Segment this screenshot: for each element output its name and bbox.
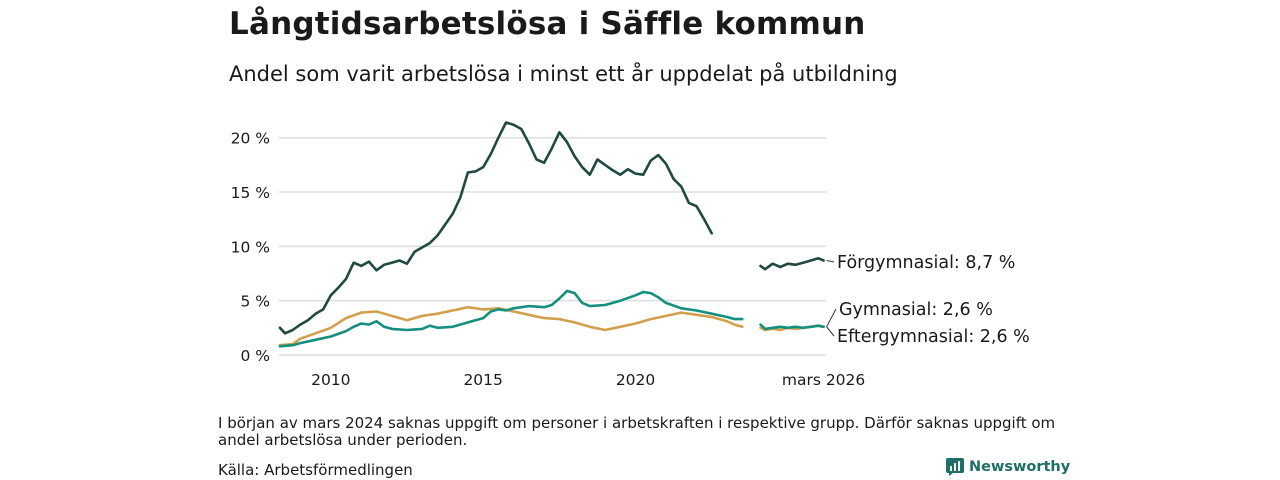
x-tick-label: 2020: [616, 371, 655, 389]
leader-line: [826, 308, 837, 328]
series-line-frgymnasial-seg1: [759, 257, 825, 271]
chart-title: Långtidsarbetslösa i Säffle kommun: [229, 6, 866, 42]
brand-name: Newsworthy: [969, 459, 1071, 475]
brand-logo[interactable]: Newsworthy: [946, 458, 1070, 476]
y-tick-label: 5 %: [240, 293, 270, 311]
series-end-label: Gymnasial: 2,6 %: [839, 300, 993, 320]
x-tick-label: 2010: [311, 371, 350, 389]
series-line-gymnasial-seg0: [278, 289, 744, 348]
source-text: Källa: Arbetsförmedlingen: [218, 461, 413, 479]
series-line-frgymnasial-seg0: [278, 121, 713, 335]
leader-line: [826, 260, 835, 263]
newsworthy-logo-icon: [946, 458, 964, 476]
series-end-label: Förgymnasial: 8,7 %: [837, 253, 1015, 273]
x-axis-ticks: 2010 2015 2020 mars 2026: [311, 371, 865, 389]
footnote: I början av mars 2024 saknas uppgift om …: [218, 414, 1056, 449]
line-chart: 0 % 5 % 10 % 15 % 20 % 2010 2015 2020 mars 2026…: [231, 121, 1030, 389]
series-lines: [278, 121, 825, 348]
x-tick-label: mars 2026: [782, 371, 865, 389]
series-line-gymnasial-seg1: [759, 323, 825, 331]
series-end-label: Eftergymnasial: 2,6 %: [837, 327, 1030, 347]
series-line-eftergymnasial-seg0: [278, 305, 744, 347]
leader-line: [826, 326, 835, 337]
chart-subtitle: Andel som varit arbetslösa i minst ett å…: [229, 62, 898, 86]
y-tick-label: 15 %: [231, 184, 270, 202]
y-tick-label: 20 %: [231, 130, 270, 148]
grid-lines: [279, 136, 826, 356]
x-tick-label: 2015: [463, 371, 502, 389]
y-tick-label: 0 %: [240, 347, 270, 365]
y-axis-ticks: 0 % 5 % 10 % 15 % 20 %: [231, 130, 270, 365]
y-tick-label: 10 %: [231, 238, 270, 256]
series-end-labels: Förgymnasial: 8,7 % Gymnasial: 2,6 % Efter…: [826, 253, 1030, 347]
